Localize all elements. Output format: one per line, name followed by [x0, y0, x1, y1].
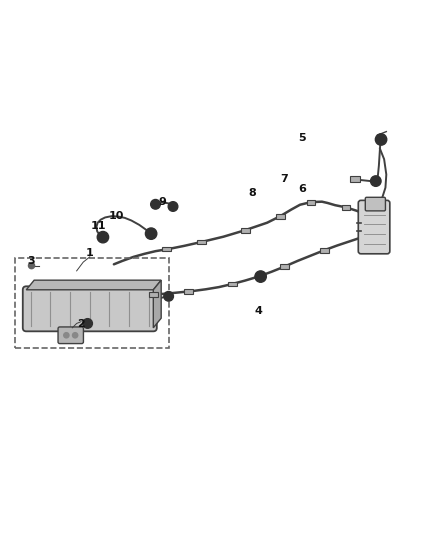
Bar — [307, 200, 315, 205]
Circle shape — [83, 319, 92, 328]
Circle shape — [151, 199, 160, 209]
Circle shape — [73, 333, 78, 338]
Text: 9: 9 — [158, 197, 166, 207]
Circle shape — [255, 271, 266, 282]
Text: 3: 3 — [28, 256, 35, 266]
Bar — [342, 205, 350, 210]
Bar — [276, 214, 285, 219]
Bar — [320, 248, 328, 253]
Polygon shape — [153, 280, 161, 328]
Circle shape — [28, 263, 35, 269]
Text: 4: 4 — [254, 306, 262, 316]
Polygon shape — [26, 280, 161, 290]
FancyBboxPatch shape — [365, 197, 385, 211]
FancyBboxPatch shape — [58, 327, 83, 344]
Text: 6: 6 — [298, 183, 306, 193]
FancyBboxPatch shape — [23, 286, 157, 332]
Circle shape — [371, 176, 381, 187]
Text: 1: 1 — [86, 248, 94, 259]
Bar — [228, 281, 237, 286]
Bar — [350, 176, 360, 182]
FancyBboxPatch shape — [358, 200, 390, 254]
Text: 10: 10 — [108, 211, 124, 221]
Circle shape — [145, 228, 157, 239]
Text: 5: 5 — [298, 133, 306, 143]
Circle shape — [164, 292, 173, 301]
Text: 2: 2 — [77, 319, 85, 329]
Bar — [280, 264, 289, 269]
Bar — [241, 228, 250, 232]
Bar — [162, 247, 171, 252]
Bar — [197, 239, 206, 245]
Text: 7: 7 — [280, 174, 288, 184]
Circle shape — [375, 134, 387, 145]
Text: 8: 8 — [248, 188, 256, 198]
Text: 11: 11 — [91, 221, 106, 231]
Bar — [149, 292, 158, 297]
Bar — [184, 289, 193, 294]
Circle shape — [168, 201, 178, 211]
Bar — [15, 258, 169, 348]
Circle shape — [97, 231, 109, 243]
Circle shape — [64, 333, 69, 338]
